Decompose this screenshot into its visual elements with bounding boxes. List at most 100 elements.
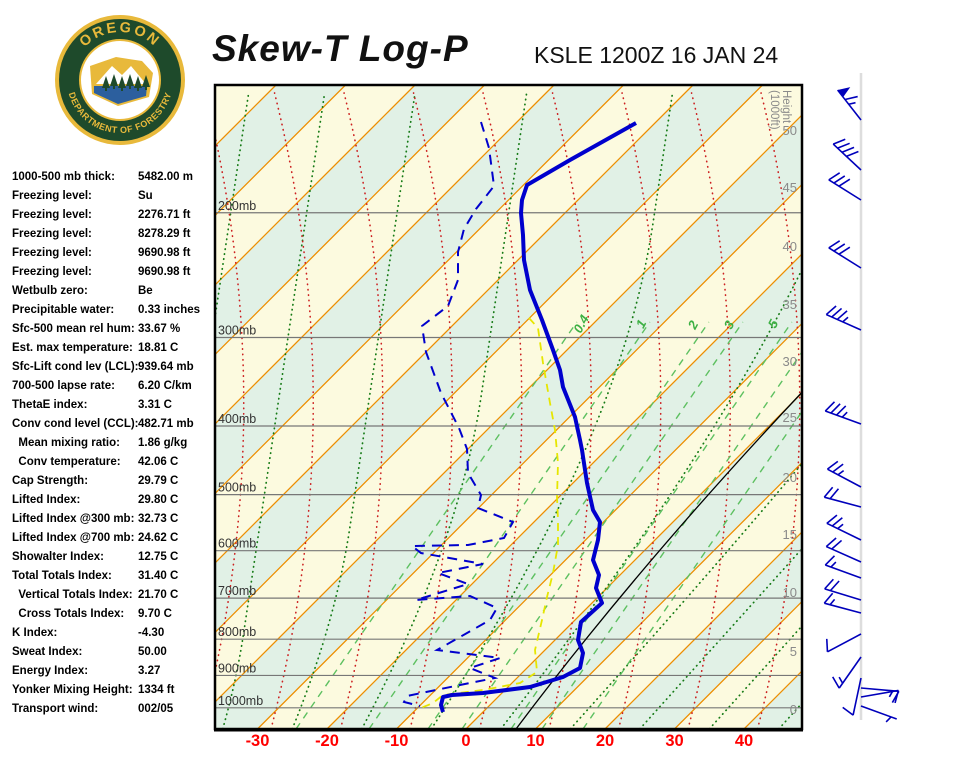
isotherm-line	[604, 531, 802, 729]
index-value: 482.71 mb	[138, 418, 194, 430]
green-adiabat-line	[848, 93, 960, 729]
index-label: Cross Totals Index:	[12, 608, 125, 620]
red-adiabat-line	[548, 92, 593, 729]
index-row: Cross Totals Index: 9.70 C	[12, 605, 212, 624]
index-label: Conv cond level (CCL):	[12, 418, 139, 430]
mixing-ratio-line	[368, 321, 651, 729]
index-row: Conv cond level (CCL): 482.71 mb	[12, 415, 212, 434]
green-adiabat-line	[215, 92, 250, 324]
wind-barb	[824, 578, 862, 601]
isotherm-line	[883, 85, 960, 729]
mixing-ratio-line	[427, 321, 710, 729]
mixing-ratio-line	[541, 350, 802, 729]
index-label: Precipitable water:	[12, 304, 115, 316]
temperature-profile	[439, 121, 637, 713]
page-title: Skew-T Log-P	[212, 28, 469, 69]
height-label: 35	[783, 297, 797, 312]
wind-barb	[826, 514, 862, 541]
height-label: 50	[783, 123, 797, 138]
index-value: 24.62 C	[138, 532, 179, 544]
green-adiabat-line	[777, 701, 802, 729]
plot-area: 200mb 300mb 400mb 500mb 600mb 700mb 800mb 900mb…	[14, 85, 960, 729]
index-label: Est. max temperature:	[12, 342, 133, 354]
pressure-label: 200mb	[218, 199, 256, 213]
temp-axis-label: 30	[665, 732, 683, 750]
index-row: Energy Index: 3.27	[12, 662, 212, 681]
green-adiabat-line	[430, 92, 674, 729]
green-adiabat-line	[14, 93, 109, 729]
index-label: Freezing level:	[12, 266, 92, 278]
wind-barb	[842, 677, 862, 716]
temp-band	[215, 115, 802, 729]
index-row: Sfc-500 mean rel hum: 33.67 %	[12, 320, 212, 339]
temp-axis-label: 20	[596, 732, 614, 750]
index-label: Energy Index:	[12, 665, 89, 677]
index-row: Cap Strength: 29.79 C	[12, 472, 212, 491]
index-value: -4.30	[138, 627, 165, 639]
wind-barb	[860, 705, 897, 723]
pressure-label: 900mb	[218, 661, 256, 675]
index-row: 700-500 lapse rate: 6.20 C/km	[12, 377, 212, 396]
index-value: 9.70 C	[138, 608, 172, 620]
wind-barb	[860, 689, 900, 704]
red-adiabat-line	[409, 92, 454, 729]
index-label: ThetaE index:	[12, 399, 88, 411]
index-label: Lifted Index:	[12, 494, 81, 506]
index-row: 1000-500 mb thick: 5482.00 m	[12, 168, 212, 187]
temp-axis-label: -10	[385, 732, 409, 750]
dewpoint-profile	[402, 121, 515, 707]
index-value: 5482.00 m	[138, 171, 193, 183]
index-label: Sfc-Lift cond lev (LCL):	[12, 361, 139, 373]
index-value: 939.64 mb	[138, 361, 194, 373]
isotherm-line	[674, 600, 802, 729]
index-value: 1334 ft	[138, 684, 175, 696]
index-value: 2276.71 ft	[138, 209, 191, 221]
height-label: 5	[790, 644, 797, 659]
mixing-ratio-line	[461, 321, 744, 729]
index-value: 50.00	[138, 646, 167, 658]
pressure-label: 700mb	[218, 584, 256, 598]
temp-axis-label: -20	[315, 732, 339, 750]
isotherm-line	[215, 85, 416, 286]
height-label: 20	[783, 470, 797, 485]
wind-barbs	[823, 87, 900, 723]
index-row: Vertical Totals Index: 21.70 C	[12, 586, 212, 605]
temp-band	[215, 85, 802, 702]
wind-barb	[836, 87, 862, 121]
temp-axis-label: 40	[735, 732, 753, 750]
height-axis-title: Height(1000ft)	[768, 90, 792, 130]
odf-logo: OREGON DEPARTMENT OF FORESTRY	[55, 15, 185, 145]
wind-barb	[828, 172, 862, 201]
pressure-label: 300mb	[218, 323, 256, 337]
red-adiabat-line	[756, 92, 801, 729]
temp-axis-label: 10	[526, 732, 544, 750]
index-value: 12.75 C	[138, 551, 179, 563]
index-label: Sweat Index:	[12, 646, 83, 658]
wind-barb	[828, 240, 862, 269]
pressure-label: 1000mb	[218, 694, 263, 708]
isotherm-line	[215, 85, 624, 495]
wind-barb	[824, 401, 862, 425]
temp-axis-label: -30	[246, 732, 270, 750]
index-value: 3.27	[138, 665, 161, 677]
isotherm-line	[535, 461, 802, 729]
index-label: 1000-500 mb thick:	[12, 171, 115, 183]
index-row: Freezing level: 9690.98 ft	[12, 244, 212, 263]
index-value: Be	[138, 285, 153, 297]
red-adiabat-line	[687, 92, 732, 729]
red-adiabat-line	[132, 93, 174, 729]
isotherm-line	[215, 85, 694, 564]
index-row: Yonker Mixing Height: 1334 ft	[12, 681, 212, 700]
pressure-label: 800mb	[218, 625, 256, 639]
index-value: 9690.98 ft	[138, 247, 191, 259]
wind-barb	[823, 592, 862, 614]
index-label: Freezing level:	[12, 247, 92, 259]
wind-barb	[825, 305, 862, 331]
index-label: Lifted Index @700 mb:	[12, 532, 135, 544]
temp-axis-label: 0	[461, 732, 470, 750]
index-row: Conv temperature: 42.06 C	[12, 453, 212, 472]
index-label: 700-500 lapse rate:	[12, 380, 115, 392]
mixing-ratio-line	[510, 321, 793, 729]
index-row: Wetbulb zero: Be	[12, 282, 212, 301]
index-row: Sweat Index: 50.00	[12, 643, 212, 662]
